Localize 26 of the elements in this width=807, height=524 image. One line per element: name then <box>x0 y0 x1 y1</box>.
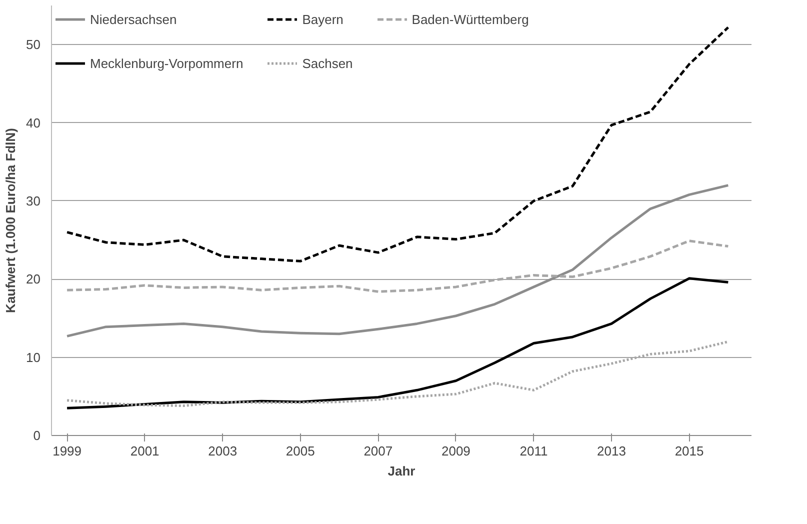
legend-label: Bayern <box>302 12 344 26</box>
line-series <box>66 277 730 410</box>
x-tick-label: 2015 <box>674 444 704 458</box>
y-tick-label: 0 <box>33 428 41 443</box>
x-tick-label: 1999 <box>52 444 82 458</box>
x-tick-label: 2013 <box>597 444 626 458</box>
x-tick-label: 2011 <box>520 444 548 458</box>
legend-label: Niedersachsen <box>90 12 177 26</box>
legend-label: Mecklenburg-Vorpommern <box>90 56 244 70</box>
x-axis-title: Jahr <box>388 464 416 478</box>
x-tick-label: 2003 <box>208 444 238 458</box>
line-series <box>66 184 730 338</box>
x-tick-label: 2005 <box>286 444 315 458</box>
x-tick-label: 2001 <box>130 444 160 458</box>
y-tick-label: 40 <box>26 115 41 130</box>
line-series <box>66 26 730 262</box>
x-tick-label: 2009 <box>441 444 470 458</box>
x-tick-label: 2007 <box>364 444 393 458</box>
y-axis-title: Kaufwert (1.000 Euro/ha FdlN) <box>3 128 18 313</box>
legend-label: Sachsen <box>302 56 353 70</box>
y-tick-label: 10 <box>26 350 41 365</box>
y-tick-label: 50 <box>26 37 41 52</box>
y-tick-label: 20 <box>26 272 41 287</box>
legend-label: Baden-Württemberg <box>412 12 529 26</box>
line-series <box>66 240 730 293</box>
y-tick-label: 30 <box>26 193 41 208</box>
